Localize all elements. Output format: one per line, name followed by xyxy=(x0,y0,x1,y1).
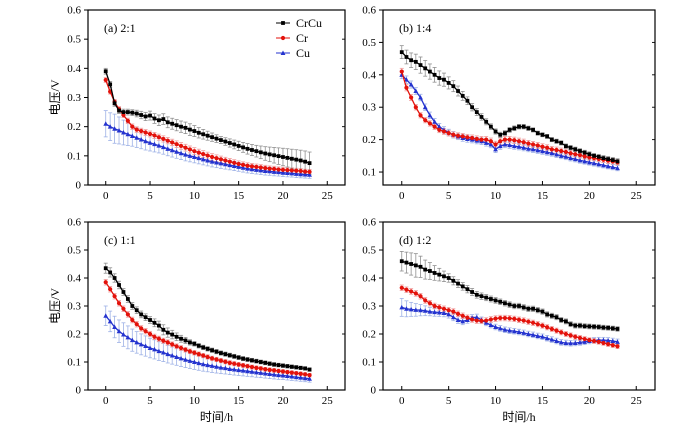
svg-text:0: 0 xyxy=(371,385,377,397)
y-axis: 0.1 0.2 0.3 0.4 0.5 0.6 xyxy=(362,5,655,179)
axes-box xyxy=(382,9,656,186)
y-axis: 0 0.1 0.2 0.3 0.4 0.5 0.6 xyxy=(67,5,345,192)
svg-text:15: 15 xyxy=(233,190,245,202)
svg-text:0: 0 xyxy=(76,180,82,192)
svg-text:0.6: 0.6 xyxy=(67,217,81,229)
x-axis: 0 5 10 15 20 25 xyxy=(399,386,642,407)
x-axis: 0 5 10 15 20 25 xyxy=(103,181,333,202)
svg-text:0.1: 0.1 xyxy=(362,357,376,369)
svg-text:0.3: 0.3 xyxy=(67,92,81,104)
svg-text:0.5: 0.5 xyxy=(67,34,81,46)
panel-label: (d) 1:2 xyxy=(399,233,431,247)
svg-text:10: 10 xyxy=(189,395,201,407)
svg-text:15: 15 xyxy=(537,190,549,202)
svg-text:25: 25 xyxy=(322,395,334,407)
series-Cr xyxy=(103,77,312,174)
x-axis-label: 时间/h xyxy=(200,410,233,424)
svg-text:5: 5 xyxy=(446,395,452,407)
y-axis-label: 电压/V xyxy=(48,79,62,115)
svg-text:0.5: 0.5 xyxy=(67,245,81,257)
series-Cu xyxy=(399,72,620,171)
chart-panel-c: 0 5 10 15 20 25 0 0.1 0.2 0.3 0.4 0.5 0.6 时间/h 电压/V (c)… xyxy=(0,213,350,426)
svg-text:0.4: 0.4 xyxy=(362,273,376,285)
svg-text:0.1: 0.1 xyxy=(67,357,81,369)
svg-text:0.3: 0.3 xyxy=(362,102,376,114)
series-Cu xyxy=(103,313,312,381)
series-Cr xyxy=(103,280,312,378)
legend-label-Cu: Cu xyxy=(296,46,310,60)
svg-text:15: 15 xyxy=(537,395,549,407)
svg-text:0: 0 xyxy=(103,395,109,407)
legend-label-CrCu: CrCu xyxy=(296,16,322,30)
panel-label: (a) 2:1 xyxy=(104,21,136,35)
svg-text:0: 0 xyxy=(399,395,405,407)
svg-text:20: 20 xyxy=(277,395,289,407)
svg-text:0.2: 0.2 xyxy=(67,121,81,133)
svg-text:0.4: 0.4 xyxy=(362,69,376,81)
series-Cr xyxy=(399,285,620,349)
svg-text:0.6: 0.6 xyxy=(362,217,376,229)
svg-text:10: 10 xyxy=(490,395,502,407)
svg-text:20: 20 xyxy=(584,190,596,202)
svg-text:0.2: 0.2 xyxy=(362,329,376,341)
series-CrCu xyxy=(399,259,620,331)
chart-svg-b: 0 5 10 15 20 25 0.1 0.2 0.3 0.4 0.5 0.6 (b) 1:4 xyxy=(362,5,656,202)
svg-text:0: 0 xyxy=(103,190,109,202)
svg-text:5: 5 xyxy=(147,395,153,407)
chart-panel-a: 0 5 10 15 20 25 0 0.1 0.2 0.3 0.4 0.5 0.6 电压/V (a) 2:1… xyxy=(0,0,350,213)
chart-svg-a: 0 5 10 15 20 25 0 0.1 0.2 0.3 0.4 0.5 0.6 电压/V (a) 2:1… xyxy=(48,5,346,202)
svg-text:10: 10 xyxy=(189,190,201,202)
svg-text:0.2: 0.2 xyxy=(362,134,376,146)
svg-text:25: 25 xyxy=(322,190,334,202)
svg-text:10: 10 xyxy=(490,190,502,202)
panel-label: (b) 1:4 xyxy=(399,21,431,35)
y-axis: 0 0.1 0.2 0.3 0.4 0.5 0.6 xyxy=(362,217,655,397)
svg-text:20: 20 xyxy=(584,395,596,407)
chart-svg-c: 0 5 10 15 20 25 0 0.1 0.2 0.3 0.4 0.5 0.6 时间/h 电压/V (c)… xyxy=(48,217,346,424)
svg-text:0: 0 xyxy=(76,385,82,397)
svg-text:0.6: 0.6 xyxy=(362,5,376,17)
chart-svg-d: 0 5 10 15 20 25 0 0.1 0.2 0.3 0.4 0.5 0.6 时间/h (d) 1:2 xyxy=(362,217,656,424)
panel-label: (c) 1:1 xyxy=(104,233,136,247)
series-CrCu xyxy=(103,266,312,372)
series-Cr xyxy=(399,69,620,165)
svg-text:15: 15 xyxy=(233,395,245,407)
svg-text:0.6: 0.6 xyxy=(67,5,81,17)
x-axis: 0 5 10 15 20 25 xyxy=(399,181,642,202)
chart-panel-d: 0 5 10 15 20 25 0 0.1 0.2 0.3 0.4 0.5 0.6 时间/h (d) 1:2 xyxy=(350,213,700,426)
x-axis: 0 5 10 15 20 25 xyxy=(103,386,333,407)
svg-text:0.5: 0.5 xyxy=(362,37,376,49)
svg-text:0.5: 0.5 xyxy=(362,245,376,257)
svg-text:0.1: 0.1 xyxy=(67,150,81,162)
series-Cu xyxy=(103,121,312,177)
svg-text:0: 0 xyxy=(399,190,405,202)
errorbars-Cu xyxy=(103,110,312,179)
svg-text:5: 5 xyxy=(147,190,153,202)
svg-text:5: 5 xyxy=(446,190,452,202)
legend-label-Cr: Cr xyxy=(296,31,308,45)
svg-text:25: 25 xyxy=(631,190,643,202)
svg-text:0.3: 0.3 xyxy=(362,301,376,313)
svg-text:25: 25 xyxy=(631,395,643,407)
svg-text:0.1: 0.1 xyxy=(362,167,376,179)
svg-text:0.2: 0.2 xyxy=(67,329,81,341)
series-CrCu xyxy=(103,69,312,166)
y-axis: 0 0.1 0.2 0.3 0.4 0.5 0.6 xyxy=(67,217,345,397)
chart-panel-b: 0 5 10 15 20 25 0.1 0.2 0.3 0.4 0.5 0.6 (b) 1:4 xyxy=(350,0,700,213)
svg-text:0.4: 0.4 xyxy=(67,63,81,75)
svg-text:0.4: 0.4 xyxy=(67,273,81,285)
x-axis-label: 时间/h xyxy=(502,410,535,424)
series-Cu xyxy=(399,304,620,346)
svg-text:0.3: 0.3 xyxy=(67,301,81,313)
svg-text:20: 20 xyxy=(277,190,289,202)
y-axis-label: 电压/V xyxy=(48,288,62,324)
series-CrCu xyxy=(399,50,620,164)
